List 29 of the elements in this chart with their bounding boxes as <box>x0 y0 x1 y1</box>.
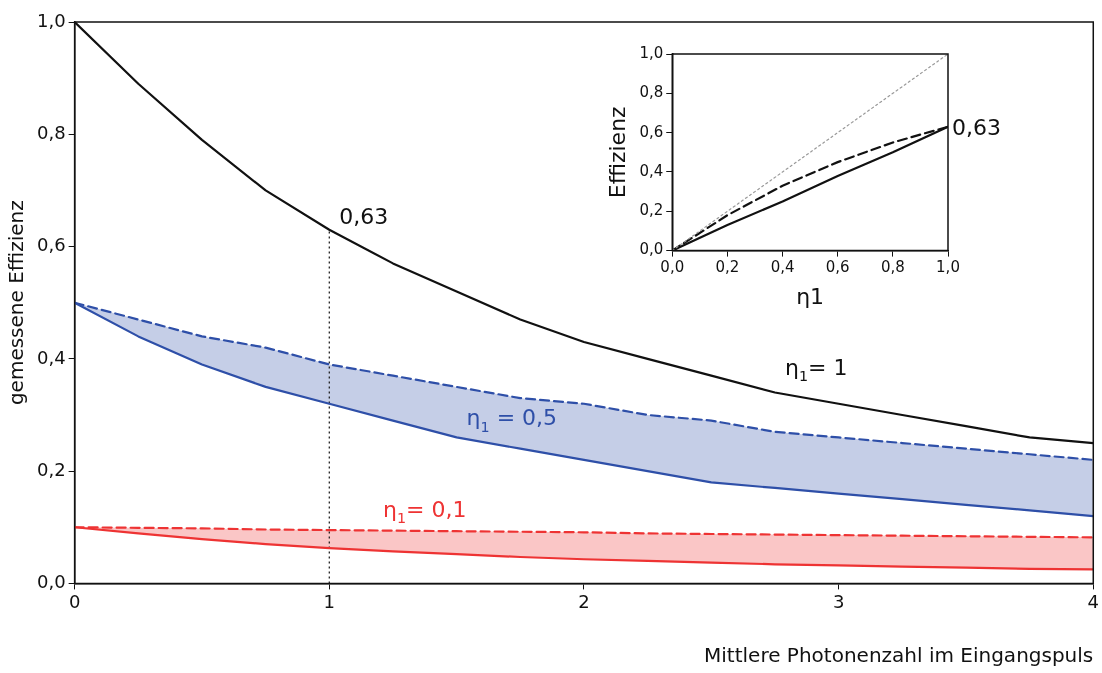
x-tick-label: 1,0 <box>936 258 960 277</box>
x-axis-title: Mittlere Photonenzahl im Eingangspuls <box>704 643 1094 668</box>
y-axis-title: gemessene Effizienz <box>4 200 29 406</box>
x-tick-label: 2 <box>578 590 590 612</box>
y-tick-label: 0,4 <box>639 161 664 180</box>
y-axis-title: Effizienz <box>604 106 630 199</box>
y-tick-label: 1,0 <box>639 43 664 62</box>
x-tick-label: 0,4 <box>770 258 795 277</box>
y-tick-label: 0,2 <box>36 458 66 480</box>
annotation: 0,63 <box>952 114 1001 140</box>
y-tick-label: 1,0 <box>36 9 66 31</box>
y-tick-label: 0,0 <box>639 240 664 259</box>
x-tick-label: 4 <box>1087 590 1099 612</box>
y-tick-label: 0,2 <box>639 201 664 220</box>
y-tick-label: 0,6 <box>36 234 66 256</box>
x-tick-label: 0 <box>68 590 81 612</box>
x-tick-label: 0,2 <box>715 258 740 277</box>
y-tick-label: 0,0 <box>36 571 66 593</box>
x-tick-label: 0,6 <box>825 258 850 277</box>
y-tick-label: 0,8 <box>639 83 664 102</box>
x-tick-label: 1 <box>323 590 336 612</box>
y-tick-label: 0,6 <box>639 122 664 141</box>
x-axis-title: η1 <box>796 283 825 309</box>
x-tick-label: 0,0 <box>660 258 685 277</box>
x-tick-label: 3 <box>832 590 845 612</box>
annotation: 0,63 <box>339 203 389 229</box>
y-tick-label: 0,8 <box>36 121 66 143</box>
y-tick-label: 0,4 <box>36 346 66 368</box>
x-tick-label: 0,8 <box>880 258 905 277</box>
